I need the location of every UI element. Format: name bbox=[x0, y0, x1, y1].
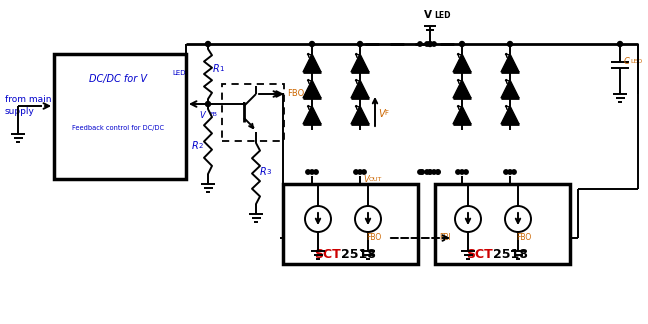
Text: 1: 1 bbox=[219, 66, 224, 72]
Circle shape bbox=[512, 170, 516, 174]
Circle shape bbox=[432, 170, 436, 174]
Text: V: V bbox=[424, 10, 432, 20]
Text: FBI: FBI bbox=[439, 234, 451, 242]
Bar bbox=[435, 184, 570, 264]
Circle shape bbox=[314, 170, 318, 174]
Text: Feedback control for DC/DC: Feedback control for DC/DC bbox=[72, 125, 164, 131]
Text: supply: supply bbox=[5, 107, 35, 115]
Bar bbox=[222, 84, 284, 141]
Circle shape bbox=[310, 170, 314, 174]
Circle shape bbox=[464, 170, 469, 174]
Circle shape bbox=[425, 42, 429, 46]
Circle shape bbox=[425, 170, 429, 174]
Text: FBO: FBO bbox=[366, 234, 381, 242]
Circle shape bbox=[358, 41, 362, 47]
Text: V: V bbox=[363, 176, 369, 184]
Polygon shape bbox=[453, 106, 471, 124]
Circle shape bbox=[435, 170, 440, 174]
Circle shape bbox=[428, 170, 432, 174]
Circle shape bbox=[418, 170, 422, 174]
Text: 2: 2 bbox=[199, 143, 203, 149]
Text: 2518: 2518 bbox=[492, 248, 527, 260]
Circle shape bbox=[420, 170, 424, 174]
Circle shape bbox=[618, 41, 623, 47]
Text: LED: LED bbox=[630, 59, 642, 64]
Text: FBO: FBO bbox=[516, 234, 531, 242]
Polygon shape bbox=[453, 80, 471, 98]
Circle shape bbox=[459, 41, 465, 47]
Circle shape bbox=[306, 170, 310, 174]
Circle shape bbox=[362, 170, 366, 174]
Polygon shape bbox=[501, 54, 519, 72]
Text: DC/DC for V: DC/DC for V bbox=[89, 74, 147, 84]
Text: F: F bbox=[384, 110, 388, 116]
Circle shape bbox=[358, 170, 362, 174]
Text: R: R bbox=[213, 64, 220, 74]
Polygon shape bbox=[351, 54, 369, 72]
Text: LED: LED bbox=[172, 70, 185, 76]
Text: OUT: OUT bbox=[369, 177, 382, 182]
Text: V: V bbox=[378, 109, 385, 119]
Polygon shape bbox=[501, 106, 519, 124]
Text: 3: 3 bbox=[266, 169, 270, 175]
Circle shape bbox=[456, 170, 460, 174]
Polygon shape bbox=[453, 54, 471, 72]
Circle shape bbox=[205, 101, 211, 107]
Polygon shape bbox=[351, 106, 369, 124]
Circle shape bbox=[507, 41, 513, 47]
Polygon shape bbox=[303, 54, 321, 72]
Polygon shape bbox=[303, 106, 321, 124]
Circle shape bbox=[428, 41, 432, 47]
Circle shape bbox=[418, 42, 422, 46]
Circle shape bbox=[354, 170, 358, 174]
Bar bbox=[54, 54, 186, 179]
Text: SCT: SCT bbox=[466, 248, 492, 260]
Text: V: V bbox=[199, 110, 205, 120]
Circle shape bbox=[432, 42, 436, 46]
Text: 2518: 2518 bbox=[340, 248, 375, 260]
Text: R: R bbox=[192, 141, 199, 151]
Text: SCT: SCT bbox=[314, 248, 340, 260]
Circle shape bbox=[205, 41, 211, 47]
Bar bbox=[283, 184, 418, 264]
Circle shape bbox=[310, 41, 314, 47]
Text: from main: from main bbox=[5, 95, 51, 103]
Polygon shape bbox=[501, 80, 519, 98]
Text: C: C bbox=[624, 57, 630, 66]
Text: FB: FB bbox=[209, 112, 217, 117]
Text: FBO: FBO bbox=[287, 89, 305, 98]
Text: R: R bbox=[260, 167, 267, 177]
Polygon shape bbox=[303, 80, 321, 98]
Polygon shape bbox=[351, 80, 369, 98]
Circle shape bbox=[508, 170, 512, 174]
Circle shape bbox=[460, 170, 464, 174]
Circle shape bbox=[503, 170, 508, 174]
Text: LED: LED bbox=[434, 11, 450, 20]
